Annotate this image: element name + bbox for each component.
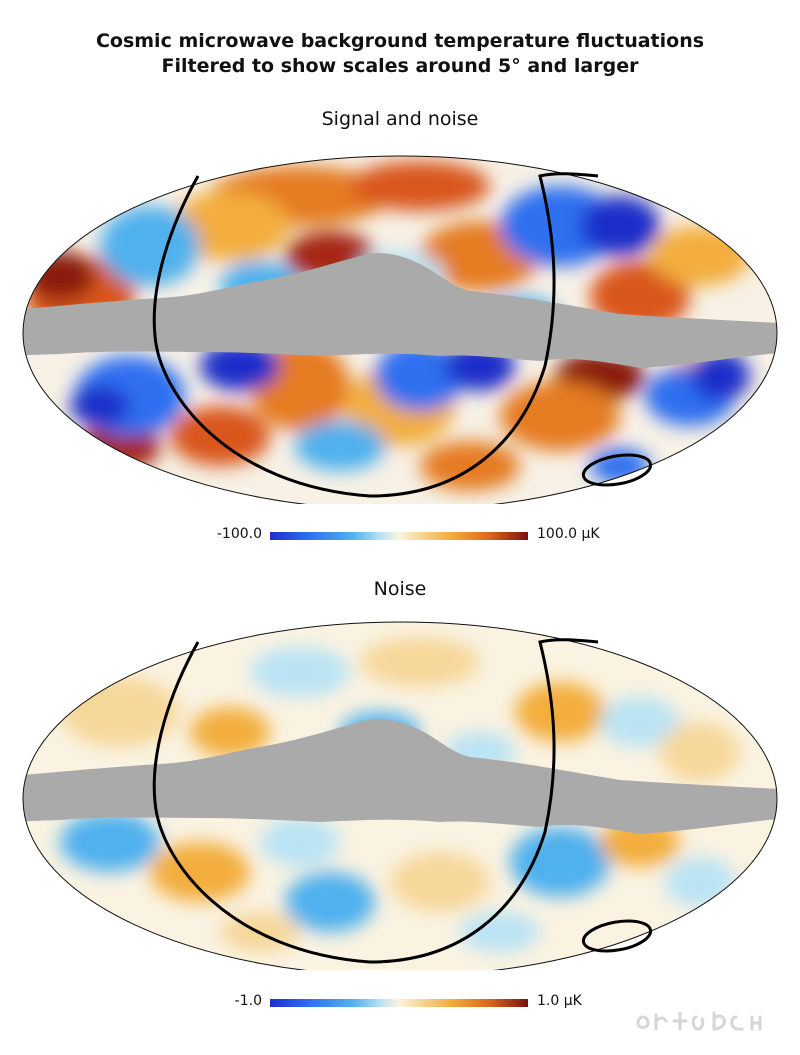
figure-title-line1: Cosmic microwave background temperature …	[95, 30, 705, 52]
colorbar-min-label-noise: -1.0	[234, 993, 262, 1009]
colorbar-max-label-noise: 1.0 μK	[537, 993, 582, 1009]
colorbar-max-label-signal: 100.0 μK	[537, 526, 600, 542]
panel-title-noise: Noise	[373, 578, 427, 600]
colorbar-noise	[270, 999, 528, 1007]
figure-title-line2: Filtered to show scales around 5° and la…	[161, 55, 639, 77]
watermark-logo	[636, 1011, 762, 1031]
colorbar-min-label-signal: -100.0	[216, 526, 262, 542]
colorbar-signal-and-noise	[270, 532, 528, 540]
noise-map	[22, 621, 778, 970]
panel-title-signal-and-noise: Signal and noise	[321, 108, 479, 130]
signal-and-noise-map	[22, 155, 778, 504]
